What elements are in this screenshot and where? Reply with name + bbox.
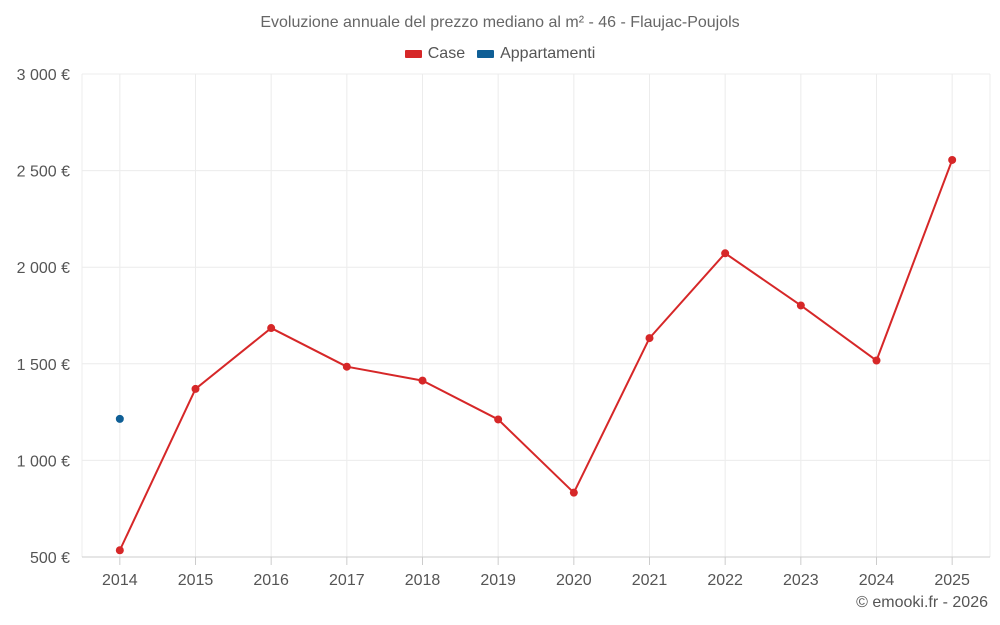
x-tick-label: 2020 bbox=[556, 572, 592, 589]
data-point-appartamenti[interactable] bbox=[115, 414, 124, 423]
x-tick-label: 2023 bbox=[783, 572, 819, 589]
data-point-case[interactable] bbox=[418, 376, 427, 385]
legend-label-case: Case bbox=[427, 45, 466, 62]
y-tick-label: 1 500 € bbox=[17, 357, 70, 374]
data-point-case[interactable] bbox=[721, 249, 730, 258]
data-point-case[interactable] bbox=[267, 324, 276, 333]
data-point-case[interactable] bbox=[494, 415, 503, 424]
legend-item-case[interactable]: Case bbox=[404, 45, 466, 63]
data-point-case[interactable] bbox=[796, 301, 805, 310]
y-tick-label: 1 000 € bbox=[17, 453, 70, 470]
x-tick-label: 2014 bbox=[102, 572, 138, 589]
legend-swatch-appartamenti bbox=[477, 50, 495, 58]
x-tick-label: 2022 bbox=[707, 572, 743, 589]
x-tick-label: 2024 bbox=[859, 572, 895, 589]
x-tick-label: 2018 bbox=[405, 572, 441, 589]
x-tick-label: 2021 bbox=[632, 572, 668, 589]
y-tick-label: 2 000 € bbox=[17, 260, 70, 277]
data-point-case[interactable] bbox=[645, 334, 654, 343]
series-line-case bbox=[118, 159, 954, 551]
x-tick-label: 2019 bbox=[480, 572, 516, 589]
legend-swatch-case bbox=[404, 50, 422, 58]
legend: Case Appartamenti bbox=[0, 45, 1000, 63]
data-point-case[interactable] bbox=[872, 356, 881, 365]
y-tick-label: 2 500 € bbox=[17, 164, 70, 181]
axes: 500 € 1 000 € 1 500 € 2 000 € 2 500 € 3 000 €… bbox=[17, 67, 990, 589]
y-tick-label: 3 000 € bbox=[17, 67, 70, 84]
x-tick-label: 2017 bbox=[329, 572, 365, 589]
grid bbox=[81, 73, 991, 557]
credit-text: © emooki.fr - 2026 bbox=[856, 594, 988, 611]
data-point-case[interactable] bbox=[342, 362, 351, 371]
data-point-case[interactable] bbox=[948, 155, 957, 164]
x-tick-label: 2016 bbox=[253, 572, 289, 589]
x-tick-label: 2015 bbox=[178, 572, 214, 589]
series bbox=[115, 155, 957, 555]
chart-title: Evoluzione annuale del prezzo mediano al… bbox=[260, 14, 740, 31]
legend-item-appartamenti[interactable]: Appartamenti bbox=[477, 45, 595, 63]
data-point-case[interactable] bbox=[191, 384, 200, 393]
x-tick-label: 2025 bbox=[934, 572, 970, 589]
data-point-case[interactable] bbox=[569, 488, 578, 497]
data-point-case[interactable] bbox=[115, 546, 124, 555]
y-tick-label: 500 € bbox=[30, 550, 70, 567]
legend-label-appartamenti: Appartamenti bbox=[500, 45, 596, 62]
